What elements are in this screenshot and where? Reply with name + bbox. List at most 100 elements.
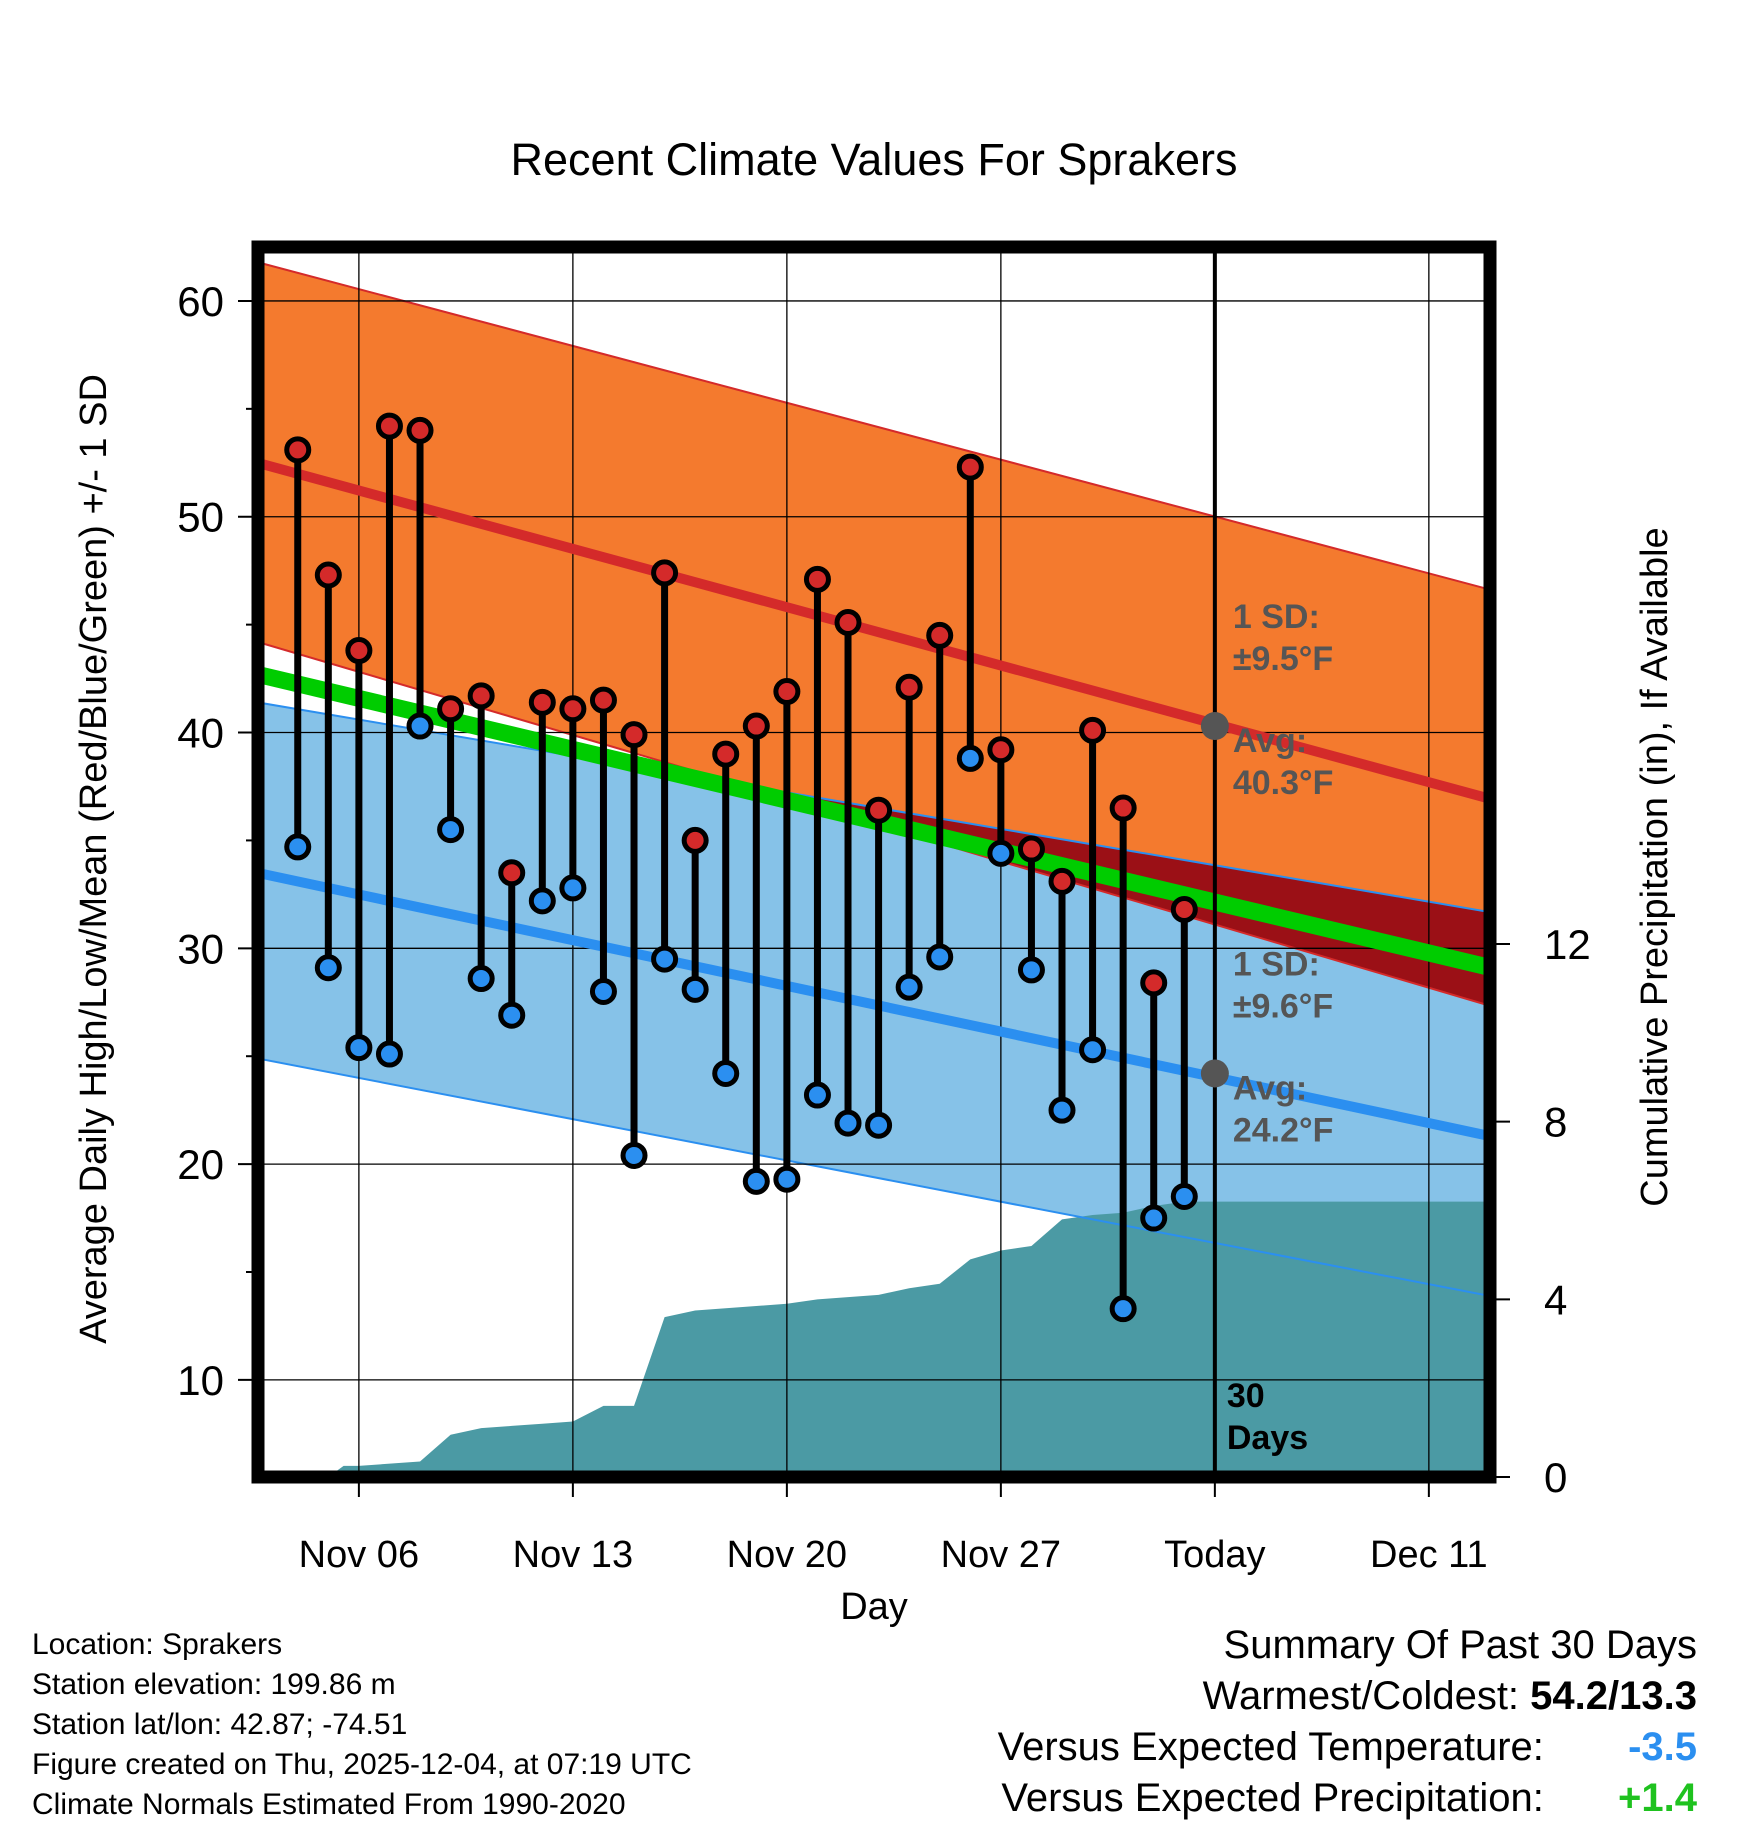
y2tick-label-8: 8 [1544,1099,1567,1146]
high-avg-marker [1200,712,1229,741]
low-sd-label-1: ±9.6°F [1233,987,1333,1025]
low-normal-line [258,867,1490,1142]
low-point-18 [834,1109,862,1137]
high-point-7 [498,859,526,887]
high-point-6 [467,682,495,710]
low-point-16 [773,1165,801,1193]
low-point-5 [437,816,465,844]
high-point-2 [345,637,373,665]
high-point-5 [437,695,465,723]
high-point-27 [1109,794,1137,822]
high-point-17 [803,565,831,593]
ytick-label-30: 30 [177,925,224,972]
low-point-2 [345,1034,373,1062]
summary-panel: Summary Of Past 30 Days Warmest/Coldest:… [998,1620,1697,1824]
low-lower-edge [258,1057,1490,1297]
low-point-29 [1170,1182,1198,1210]
high-point-4 [406,416,434,444]
high-point-8 [528,688,556,716]
low-point-21 [926,943,954,971]
y2tick-label-0: 0 [1544,1454,1567,1501]
low-point-15 [742,1167,770,1195]
high-point-1 [314,561,342,589]
low-point-4 [406,712,434,740]
high-normal-line [258,457,1490,805]
y-axis-label: Average Daily High/Low/Mean (Red/Blue/Gr… [73,374,115,1344]
summary-title: Summary Of Past 30 Days [1223,1623,1697,1667]
xtick-label-1: Nov 13 [513,1534,633,1576]
ytick-label-40: 40 [177,710,224,757]
high-sd-label-1: ±9.5°F [1233,640,1333,678]
low-avg-label-0: Avg: [1233,1069,1307,1107]
low-point-17 [803,1081,831,1109]
temp-label: Versus Expected Temperature: [997,1725,1544,1769]
x-axis-label: Day [840,1586,908,1628]
high-point-19 [865,796,893,824]
summary-warmest-row: Warmest/Coldest: 54.2/13.3 [998,1671,1697,1722]
precipitation-area [297,1201,1490,1477]
low-point-23 [987,839,1015,867]
low-point-24 [1017,956,1045,984]
elevation-text: Station elevation: 199.86 m [32,1668,396,1701]
xtick-label-5: Dec 11 [1370,1534,1488,1576]
y2tick-label-4: 4 [1544,1276,1567,1323]
y2tick-label-12: 12 [1544,921,1591,968]
high-point-24 [1017,835,1045,863]
normals-text: Climate Normals Estimated From 1990-2020 [32,1788,626,1821]
xtick-label-3: Nov 27 [941,1534,1061,1576]
high-point-28 [1140,969,1168,997]
high-point-21 [926,621,954,649]
high-point-14 [712,740,740,768]
ytick-label-50: 50 [177,494,224,541]
low-point-12 [651,945,679,973]
xtick-label-0: Nov 06 [299,1534,419,1576]
high-avg-label-1: 40.3°F [1233,764,1334,802]
station-info: Location: Sprakers Station elevation: 19… [32,1625,692,1825]
high-point-18 [834,608,862,636]
location-text: Location: Sprakers [32,1628,283,1661]
summary-precip-row: Versus Expected Precipitation: +1.4 [998,1773,1697,1824]
created-text: Figure created on Thu, 2025-12-04, at 07… [32,1748,692,1781]
plot-frame [251,240,1497,1484]
low-point-6 [467,965,495,993]
low-point-27 [1109,1295,1137,1323]
high-point-13 [681,826,709,854]
low-point-25 [1048,1096,1076,1124]
high-point-0 [284,436,312,464]
low-point-26 [1079,1036,1107,1064]
warmest-coldest-label: Warmest/Coldest: [1202,1674,1520,1718]
low-point-28 [1140,1204,1168,1232]
low-point-22 [956,744,984,772]
xtick-label-2: Nov 20 [727,1534,847,1576]
low-point-19 [865,1111,893,1139]
low-avg-label-1: 24.2°F [1233,1111,1334,1149]
high-point-3 [375,412,403,440]
low-point-9 [559,874,587,902]
low-point-3 [375,1040,403,1068]
temp-value: -3.5 [1628,1725,1697,1769]
low-sd-label-0: 1 SD: [1233,945,1320,983]
low-point-7 [498,1001,526,1029]
high-point-25 [1048,867,1076,895]
high-point-12 [651,559,679,587]
low-point-13 [681,975,709,1003]
precip-value: +1.4 [1618,1776,1697,1820]
high-avg-label-0: Avg: [1233,722,1307,760]
high-point-10 [589,686,617,714]
low-point-14 [712,1059,740,1087]
low-avg-marker [1200,1059,1229,1088]
ytick-label-10: 10 [177,1357,224,1404]
low-point-0 [284,833,312,861]
high-point-29 [1170,895,1198,923]
low-point-10 [589,977,617,1005]
high-point-11 [620,721,648,749]
low-point-8 [528,887,556,915]
warmest-coldest-value: 54.2/13.3 [1530,1674,1697,1718]
chart-title: Recent Climate Values For Sprakers [511,134,1238,185]
xtick-label-4: Today [1164,1534,1265,1576]
high-point-23 [987,736,1015,764]
y2-axis-label: Cumulative Precipitation (in), If Availa… [1634,527,1676,1206]
low-point-11 [620,1141,648,1169]
low-point-1 [314,954,342,982]
precip-label: Versus Expected Precipitation: [1001,1776,1544,1820]
